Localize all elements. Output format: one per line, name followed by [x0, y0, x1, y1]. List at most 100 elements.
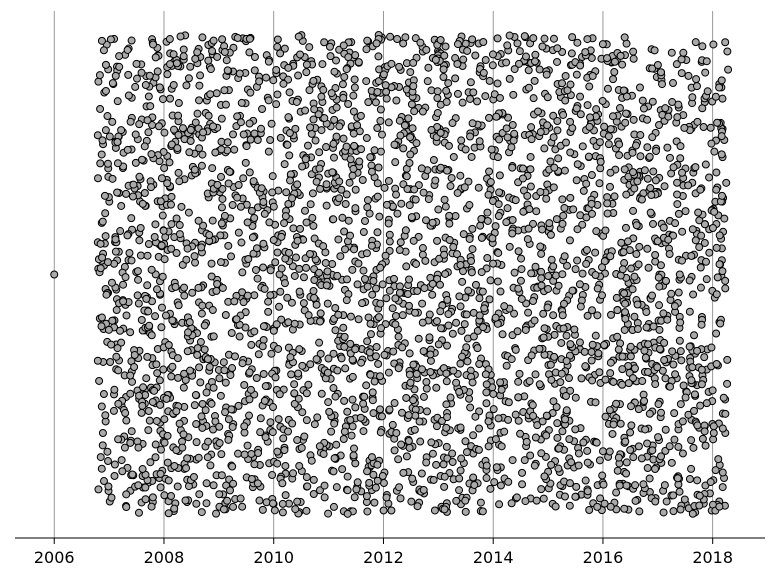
- data-point-s1-1122: [269, 76, 278, 85]
- data-point-s1-2008: [166, 94, 175, 103]
- data-point-s1-908: [644, 263, 653, 272]
- data-point-s1-1533: [332, 132, 341, 141]
- data-point-s1-3131: [673, 178, 682, 187]
- data-point-s1-2042: [95, 376, 104, 385]
- data-point-s1-1745: [489, 389, 498, 398]
- data-point-s1-3444: [239, 298, 248, 307]
- data-point-s1-2745: [197, 412, 206, 421]
- data-point-s1-3408: [142, 294, 151, 303]
- data-point-s1-1148: [424, 195, 433, 204]
- data-point-s1-1582: [101, 411, 110, 420]
- data-point-s1-1845: [505, 242, 514, 251]
- data-point-s1-1220: [416, 437, 425, 446]
- data-point-s1-2262: [104, 325, 113, 334]
- data-point-s1-2914: [575, 280, 584, 289]
- data-point-s1-1394: [302, 473, 311, 482]
- data-point-s1-2311: [527, 135, 536, 144]
- data-point-s1-1741: [546, 360, 555, 369]
- data-point-s1-1290: [591, 248, 600, 257]
- data-point-s1-2986: [167, 244, 176, 253]
- data-point-s1-2435: [251, 265, 260, 274]
- data-point-s1-2944: [333, 271, 342, 280]
- data-point-s1-293: [174, 373, 183, 382]
- data-point-s1-1724: [381, 251, 390, 260]
- data-point-s1-3419: [226, 371, 235, 380]
- data-point-s1-2928: [177, 202, 186, 211]
- data-point-s1-2856: [343, 486, 352, 495]
- data-point-s1-2994: [626, 402, 635, 411]
- data-point-s1-1662: [137, 68, 146, 77]
- data-point-s1-294: [108, 174, 117, 183]
- data-point-s1-1606: [307, 456, 316, 465]
- data-point-s1-642: [366, 330, 375, 339]
- data-point-s1-3209: [442, 97, 451, 106]
- data-point-s1-2444: [706, 478, 715, 487]
- data-point-s1-3162: [483, 208, 492, 217]
- data-point-s1-1920: [419, 392, 428, 401]
- data-point-s1-1770: [264, 297, 273, 306]
- data-point-s1-1646: [276, 133, 285, 142]
- data-point-s1-2567: [576, 92, 585, 101]
- data-point-s1-1058: [648, 133, 657, 142]
- data-point-s1-1525: [654, 400, 663, 409]
- data-point-s1-3238: [295, 287, 304, 296]
- data-point-s1-2675: [245, 368, 254, 377]
- data-point-s1-1805: [461, 496, 470, 505]
- data-point-s1-2244: [620, 504, 629, 513]
- data-point-s1-867: [606, 125, 615, 134]
- data-point-s1-2764: [444, 141, 453, 150]
- data-point-s1-1940: [490, 90, 499, 99]
- data-point-s1-2792: [687, 464, 696, 473]
- data-point-s1-2867: [691, 38, 700, 47]
- data-point-s1-3146: [340, 332, 349, 341]
- data-point-s1-3368: [346, 231, 355, 240]
- data-point-s1-1206: [97, 150, 106, 159]
- data-point-s1-1695: [245, 168, 254, 177]
- data-point-s1-2963: [585, 122, 594, 131]
- data-point-s1-3401: [660, 356, 669, 365]
- data-point-s1-2762: [350, 83, 359, 92]
- data-point-s1-2564: [718, 468, 727, 477]
- data-point-s1-1880: [560, 492, 569, 501]
- data-point-s1-2307: [222, 56, 231, 65]
- data-point-s1-2242: [275, 302, 284, 311]
- data-point-s1-2774: [329, 467, 338, 476]
- data-point-s1-1645: [293, 180, 302, 189]
- data-point-s1-2954: [240, 450, 249, 459]
- data-point-s1-977: [606, 369, 615, 378]
- data-point-s1-440: [571, 265, 580, 274]
- data-point-s1-1399: [675, 487, 684, 496]
- data-point-s1-1443: [592, 105, 601, 114]
- data-point-s1-2374: [245, 411, 254, 420]
- data-point-s1-2912: [281, 254, 290, 263]
- data-point-s1-3121: [691, 163, 700, 172]
- data-point-s1-1138: [97, 36, 106, 45]
- data-point-s1-425: [702, 275, 711, 284]
- data-point-s1-3302: [543, 93, 552, 102]
- data-point-s1-2845: [532, 207, 541, 216]
- data-point-s1-1875: [239, 130, 248, 139]
- data-point-s1-519: [126, 328, 135, 337]
- data-point-s1-3029: [174, 301, 183, 310]
- data-point-s1-3236: [268, 428, 277, 437]
- data-point-s1-2306: [285, 248, 294, 257]
- data-point-s1-1230: [209, 481, 218, 490]
- data-point-s1-3380: [604, 132, 613, 141]
- data-point-s1-3105: [126, 117, 135, 126]
- data-point-s1-2700: [527, 123, 536, 132]
- data-point-s1-3317: [108, 79, 117, 88]
- data-point-s1-428: [500, 427, 509, 436]
- data-point-s1-2247: [170, 461, 179, 470]
- data-point-s1-2269: [320, 38, 329, 47]
- data-point-s1-2494: [327, 89, 336, 98]
- data-point-s1-2755: [264, 57, 273, 66]
- data-point-s1-166: [182, 81, 191, 90]
- data-point-s1-1455: [98, 217, 107, 226]
- data-point-s1-2317: [453, 188, 462, 197]
- data-point-s1-554: [418, 299, 427, 308]
- data-point-s1-1354: [583, 311, 592, 320]
- data-point-s1-3051: [560, 252, 569, 261]
- data-point-s1-2692: [98, 253, 107, 262]
- data-point-s1-1288: [507, 143, 516, 152]
- data-point-s1-2200: [127, 256, 136, 265]
